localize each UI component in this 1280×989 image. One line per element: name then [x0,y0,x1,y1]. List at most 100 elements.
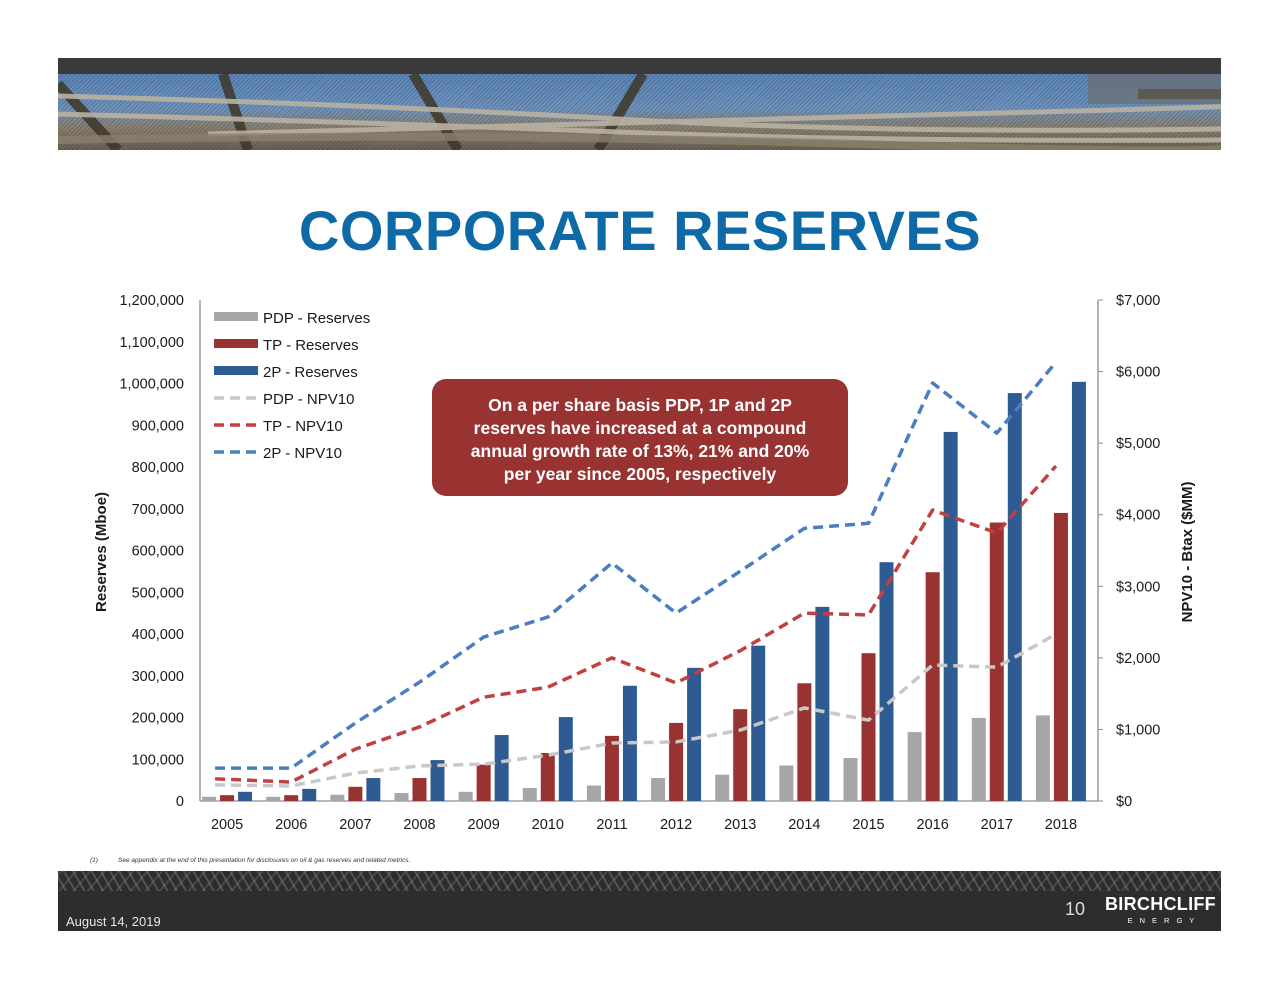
chart-axes: 0 100,000 200,000 300,000 400,000 500,000 600,… [93,293,1196,833]
callout-line-4: per year since 2005, respectively [503,464,777,484]
chart-legend: PDP - Reserves TP - Reserves 2P - Reserves… [214,310,370,462]
y-tick-label: 200,000 [132,711,184,727]
x-tick-label: 2009 [468,817,500,833]
bar-tp-reserves [797,683,812,801]
x-tick-label: 2015 [852,817,884,833]
y2-tick-label: $7,000 [1116,293,1160,309]
y-tick-label: 0 [176,794,184,810]
chart-lines [214,361,1058,788]
x-tick-label: 2010 [532,817,564,833]
bar-2p-reserves [366,778,381,801]
y2-axis-title: NPV10 - Btax ($MM) [1179,482,1196,623]
bar-2p-reserves [1007,393,1022,801]
page-number: 10 [1065,899,1086,919]
bar-tp-reserves [1053,512,1068,801]
y2-tick-label: $1,000 [1116,722,1160,738]
y-tick-label: 600,000 [132,544,184,560]
bar-pdp-reserves [651,778,666,801]
footer-band: August 14, 2019 [58,871,1221,931]
y2-tick-label: $4,000 [1116,508,1160,524]
bar-tp-reserves [669,722,684,801]
header-photo-pipes [58,74,1221,150]
x-tick-label: 2018 [1045,817,1077,833]
bar-tp-reserves [925,572,940,801]
bar-2p-reserves [815,606,830,801]
pipes-illustration-icon [58,74,1221,150]
page-title: CORPORATE RESERVES [298,199,982,262]
y-tick-label: 1,200,000 [119,293,184,309]
chart-bars [202,381,1086,801]
y-tick-label: 900,000 [132,418,184,434]
header-band [58,58,1221,74]
callout-line-1: On a per share basis PDP, 1P and 2P [488,395,792,415]
bar-2p-reserves [943,431,958,801]
bar-tp-reserves [284,795,299,801]
callout-line-3: annual growth rate of 13%, 21% and 20% [470,441,810,461]
footnote-text: See appendix at the end of this presenta… [118,857,411,864]
x-tick-label: 2006 [275,817,307,833]
x-tick-label: 2014 [788,817,820,833]
bar-tp-reserves [476,764,491,801]
bar-tp-reserves [861,653,876,801]
brand-logo: BIRCHCLIFF ENERGY [1105,894,1216,925]
bar-2p-reserves [238,791,253,801]
brand-name: BIRCHCLIFF [1105,894,1216,914]
legend-swatch [214,312,258,321]
bar-pdp-reserves [586,785,601,801]
bar-tp-reserves [733,709,748,801]
bar-tp-reserves [540,752,555,801]
bar-pdp-reserves [907,732,922,801]
line-pdp-npv10 [215,632,1057,788]
legend-swatch [214,366,258,375]
bar-pdp-reserves [266,796,281,801]
line-2p-npv10 [215,361,1058,770]
x-tick-label: 2016 [917,817,949,833]
y-tick-label: 800,000 [132,460,184,476]
bar-tp-reserves [412,778,427,801]
x-tick-label: 2012 [660,817,692,833]
y-tick-label: 300,000 [132,669,184,685]
line-tp-npv10 [214,464,1058,784]
legend-label: 2P - NPV10 [263,445,342,462]
bar-tp-reserves [989,522,1004,801]
bar-2p-reserves [494,735,509,801]
y-tick-label: 500,000 [132,585,184,601]
y-tick-label: 100,000 [132,752,184,768]
y2-tick-label: $2,000 [1116,651,1160,667]
bar-2p-reserves [1071,381,1086,801]
brand-sub: ENERGY [1127,916,1202,925]
bar-2p-reserves [430,760,445,801]
footnote-marker: (1) [90,857,98,864]
bar-pdp-reserves [330,794,345,801]
x-tick-label: 2017 [981,817,1013,833]
bar-2p-reserves [302,788,317,801]
bar-tp-reserves [348,786,363,801]
x-tick-label: 2011 [596,817,627,833]
bar-pdp-reserves [971,717,986,801]
y2-tick-label: $5,000 [1116,436,1160,452]
y2-tick-label: $3,000 [1116,579,1160,595]
bar-2p-reserves [687,667,702,801]
x-tick-label: 2005 [211,817,243,833]
legend-label: TP - NPV10 [263,418,343,435]
footer-pattern [58,871,1221,891]
legend-label: TP - Reserves [263,337,359,354]
legend-swatch [214,339,258,348]
bar-pdp-reserves [394,793,409,801]
y-tick-label: 400,000 [132,627,184,643]
footer-date: August 14, 2019 [66,914,161,929]
callout-line-2: reserves have increased at a compound [473,418,807,438]
bar-pdp-reserves [715,774,730,801]
x-tick-label: 2008 [403,817,435,833]
cagr-callout: On a per share basis PDP, 1P and 2P rese… [432,379,848,496]
y-tick-label: 1,000,000 [119,377,184,393]
legend-label: PDP - NPV10 [263,391,354,408]
y2-tick-label: $0 [1116,794,1132,810]
y-axis-title: Reserves (Mboe) [93,492,110,612]
legend-label: 2P - Reserves [263,364,358,381]
y-tick-label: 1,100,000 [119,335,184,351]
legend-label: PDP - Reserves [263,310,370,327]
bar-2p-reserves [879,562,894,801]
